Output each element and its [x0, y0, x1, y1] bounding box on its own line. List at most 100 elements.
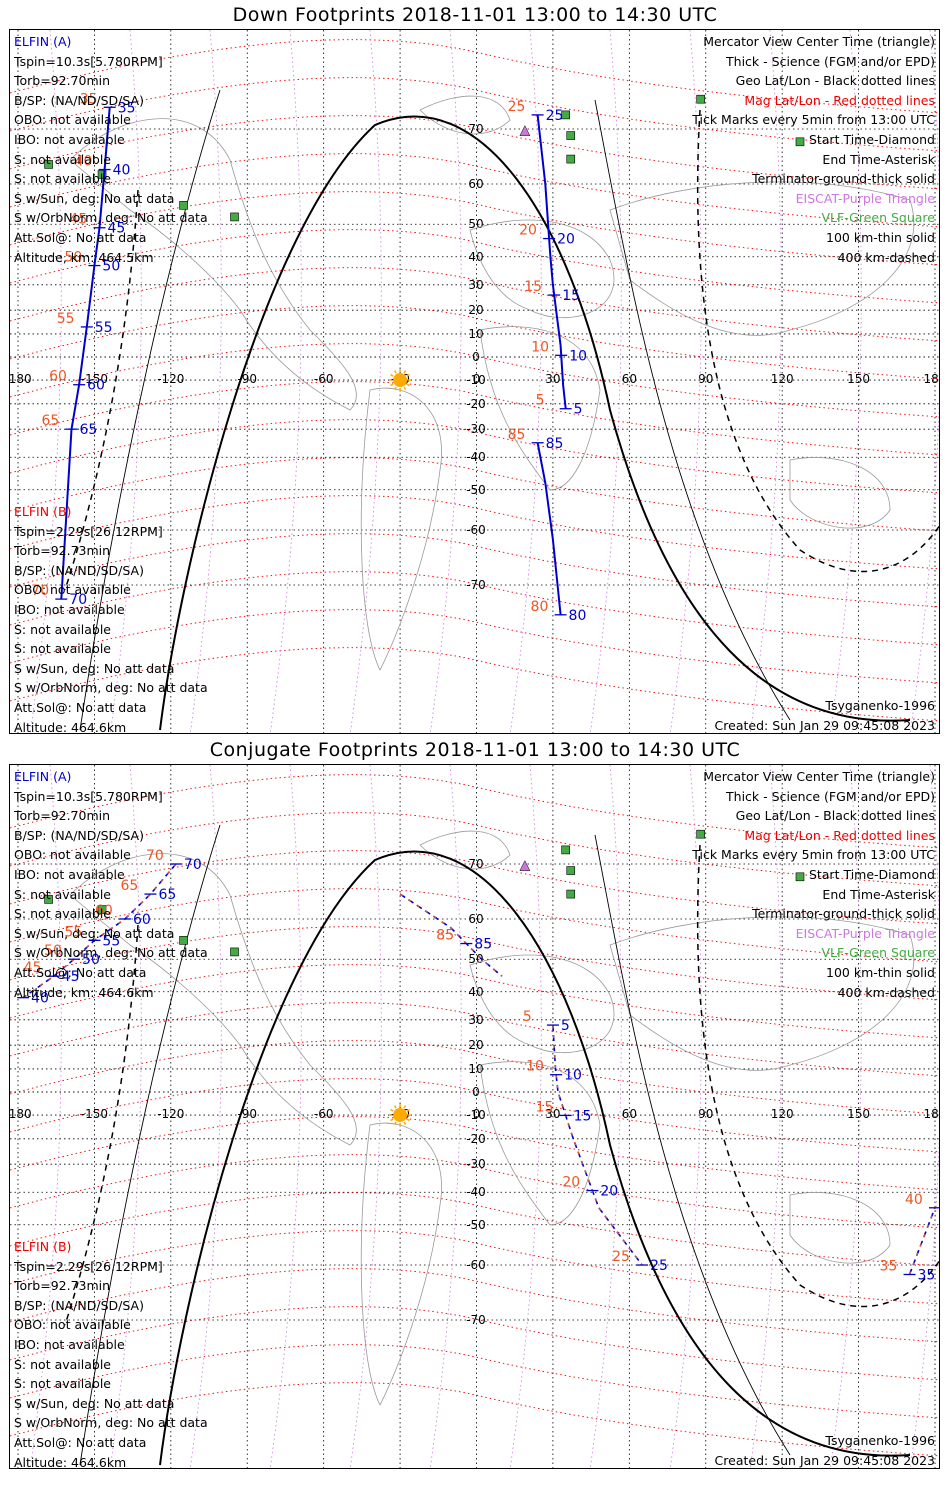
mag-tick-label: 55 [64, 924, 82, 940]
lat-tick-label: 40 [468, 250, 483, 264]
lon-tick-label: 30 [545, 1107, 560, 1121]
track-tick-label: 15 [574, 1108, 592, 1124]
sun-ray [390, 373, 394, 377]
probe-b-line: S w/OrbNorm, deg: No att data [14, 1415, 208, 1431]
vlf-station-square [561, 845, 570, 855]
panel-title-down: Down Footprints 2018-11-01 13:00 to 14:3… [232, 4, 718, 26]
sun-ray [403, 1121, 407, 1125]
lon-tick-label: 150 [847, 1107, 870, 1121]
legend-item: Mercator View Center Time (triangle) [703, 769, 935, 784]
track-tick-label: 45 [62, 969, 80, 985]
lat-tick-label: -40 [466, 1185, 486, 1199]
footer-info: Tsyganenko-1996 Created: Sun Jan 29 09:4… [715, 696, 935, 733]
track-tick-label: 10 [564, 1068, 582, 1084]
track-tick-label: 70 [184, 857, 202, 873]
lat-tick-label: -70 [466, 578, 486, 592]
lon-tick-label: 60 [622, 1107, 637, 1121]
lat-tick-label: 70 [468, 122, 483, 136]
vlf-station-square [230, 947, 239, 957]
sun-ray [403, 386, 407, 390]
track-tick-label: 50 [102, 259, 120, 275]
mag-parallel [10, 1116, 939, 1191]
probe-b-line: B/SP: (NA/ND/SD/SA) [14, 1297, 144, 1313]
mag-meridian [589, 30, 622, 733]
track-tick-label: 35 [918, 1267, 936, 1283]
mag-tick-label: 50 [64, 250, 82, 266]
mag-tick-label: 40 [75, 154, 93, 170]
lat-tick-label: -30 [466, 1157, 486, 1171]
probe-a-line: S w/OrbNorm, deg: No att data [14, 210, 208, 226]
orbit-track [552, 1025, 643, 1266]
probe-b-line: OBO: not available [14, 582, 131, 598]
probe-a-line: OBO: not available [14, 112, 131, 128]
orbit-track [60, 107, 111, 600]
mag-tick-label: 20 [519, 223, 537, 239]
probe-b-line: S w/OrbNorm, deg: No att data [14, 680, 208, 696]
lat-tick-label: -60 [466, 1258, 486, 1272]
lon-tick-label: -150 [81, 1107, 108, 1121]
mag-meridian [909, 765, 939, 1468]
terminator-ground [159, 115, 911, 731]
legend-item: 100 km-thin solid [826, 229, 935, 245]
track-tick-label: 60 [87, 378, 105, 394]
probe-b-line: IBO: not available [14, 1336, 125, 1352]
mag-tick-label: 50 [44, 943, 62, 959]
probe-a-line: S w/Sun, deg: No att data [14, 190, 175, 206]
mag-meridian [269, 765, 302, 1468]
vlf-station-square [44, 160, 53, 169]
mag-meridian [509, 765, 542, 1468]
mag-tick-label: 25 [508, 99, 526, 115]
mag-tick-label: 25 [612, 1249, 630, 1265]
probe-a-line: B/SP: (NA/ND/SD/SA) [14, 92, 144, 108]
lat-tick-label: -60 [466, 523, 486, 537]
legend-item: Mercator View Center Time (triangle) [703, 34, 935, 49]
probe-a-info: ELFIN (A) Tspin=10.3s[5.780RPM] Torb=92.… [14, 32, 208, 267]
vlf-station-square [179, 936, 188, 945]
mag-tick-label: 10 [531, 339, 549, 355]
mag-tick-label: 5 [536, 393, 545, 409]
mag-tick-label: 10 [526, 1059, 544, 1075]
mag-meridian [29, 30, 62, 733]
legend-item: Terminator-ground-thick solid [752, 906, 935, 922]
lon-tick-label: 60 [622, 372, 637, 386]
terminator-100km [594, 834, 791, 1456]
lat-tick-label: 50 [468, 217, 483, 231]
lat-tick-label: -50 [466, 1218, 486, 1232]
lat-tick-label: -70 [466, 1313, 486, 1327]
lon-tick-label: 0 [473, 1107, 481, 1121]
lon-tick-label: -60 [314, 1107, 334, 1121]
map-canvas-conj: -180-150-120-90-60-300306090120150180706… [10, 765, 939, 1468]
probe-a-line: Tspin=10.3s[5.780RPM] [14, 788, 163, 804]
lat-tick-label: -40 [466, 450, 486, 464]
coastline [479, 1061, 601, 1226]
vlf-station-square [97, 170, 107, 179]
probe-a-line: S: not available [14, 171, 111, 187]
lat-tick-label: -20 [466, 1132, 486, 1146]
probe-b-line: S: not available [14, 1356, 111, 1372]
legend-item: Geo Lat/Lon - Black dotted lines [735, 808, 935, 824]
track-tick-label: 40 [31, 991, 49, 1007]
lat-tick-label: 60 [468, 177, 483, 191]
lat-tick-label: 60 [468, 912, 483, 926]
mag-parallel [10, 381, 939, 456]
lon-tick-label: -120 [157, 372, 184, 386]
mag-tick-label: 35 [80, 91, 98, 107]
probe-a-line: S w/OrbNorm, deg: No att data [14, 945, 208, 961]
track-tick-label: 15 [562, 288, 580, 304]
probe-b-line: Altitude: 464.6km [14, 719, 127, 734]
probe-b-name: ELFIN (B) [14, 504, 72, 519]
track-tick-label: 5 [574, 402, 583, 418]
track-tick-label: 35 [118, 100, 136, 116]
sun-icon [393, 373, 408, 388]
mag-meridian [189, 30, 222, 733]
probe-b-name: ELFIN (B) [14, 1239, 72, 1254]
sun-ray [406, 1108, 410, 1112]
probe-a-line: Altitude, km: 464.6km [14, 984, 154, 1000]
coastline [360, 387, 442, 671]
legend-item: EISCAT-Purple Triangle [795, 190, 935, 206]
probe-b-line: OBO: not available [14, 1317, 131, 1333]
lon-tick-label: 120 [771, 372, 794, 386]
mag-tick-label: 60 [49, 369, 67, 385]
legend-item: End Time-Asterisk [822, 886, 935, 902]
mag-tick-label: 65 [41, 413, 59, 429]
